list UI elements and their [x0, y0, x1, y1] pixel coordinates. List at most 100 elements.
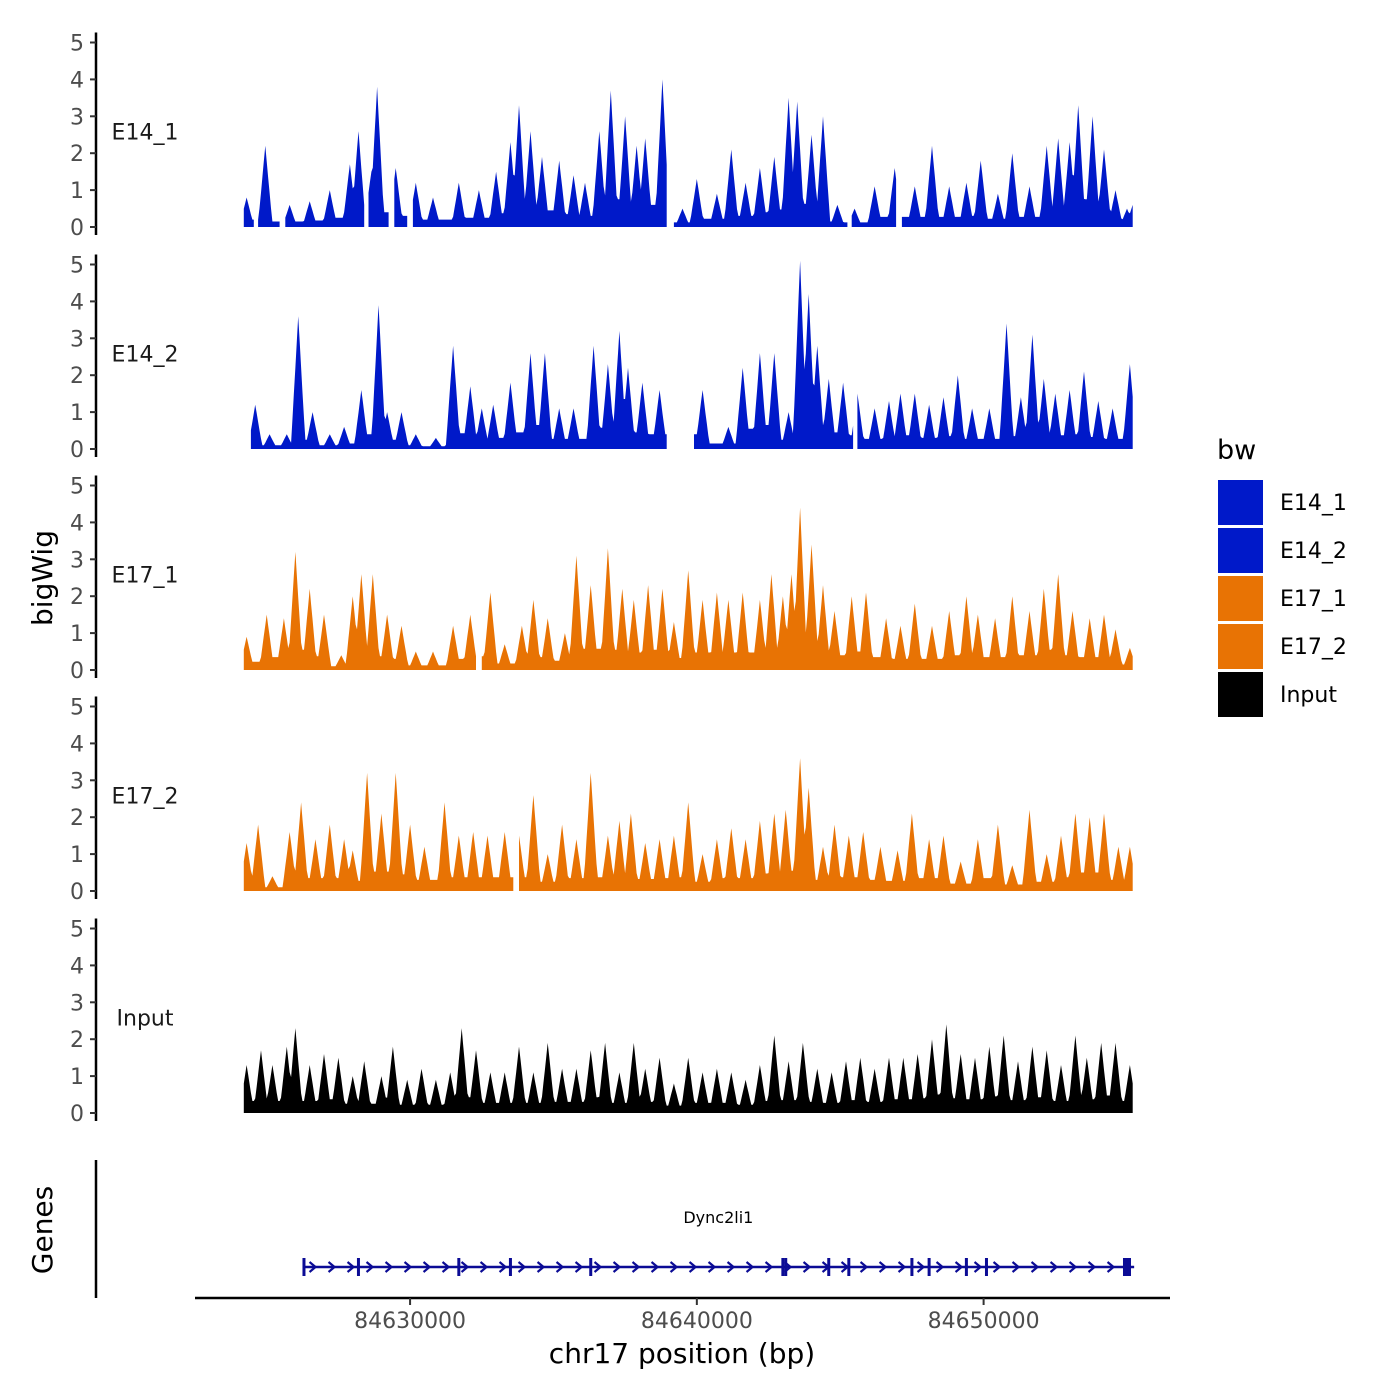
- y-tick-label: 3: [70, 769, 84, 794]
- track-E17_1: 0 1 2 3 4 5 E17_1: [70, 475, 1133, 684]
- strand-arrow: [859, 1261, 869, 1273]
- legend-label: Input: [1280, 683, 1337, 708]
- strand-arrow: [612, 1261, 622, 1273]
- y-tick-label: 5: [70, 918, 84, 943]
- legend-label: E14_1: [1280, 491, 1347, 516]
- track-Input: 0 1 2 3 4 5 Input: [70, 918, 1133, 1127]
- legend-label: E14_2: [1280, 539, 1347, 564]
- x-axis-title: chr17 position (bp): [549, 1337, 815, 1370]
- y-tick-label: 0: [70, 216, 84, 241]
- y-tick-label: 5: [70, 696, 84, 721]
- strand-arrow: [422, 1261, 432, 1273]
- strand-arrow: [498, 1261, 508, 1273]
- strand-arrow: [973, 1261, 983, 1273]
- track-E17_2: 0 1 2 3 4 5 E17_2: [70, 696, 1133, 905]
- strand-arrow: [992, 1261, 1002, 1273]
- y-tick-label: 0: [70, 438, 84, 463]
- genes-axis-title: Genes: [26, 1186, 59, 1274]
- strand-arrow: [346, 1261, 356, 1273]
- exon: [302, 1258, 306, 1276]
- strand-arrow: [669, 1261, 679, 1273]
- strand-arrow: [479, 1261, 489, 1273]
- strand-arrow: [1030, 1261, 1040, 1273]
- strand-arrow: [954, 1261, 964, 1273]
- strand-arrow: [1068, 1261, 1078, 1273]
- exon: [964, 1258, 968, 1276]
- strand-arrow: [688, 1261, 698, 1273]
- y-tick-label: 0: [70, 1102, 84, 1127]
- y-tick-label: 3: [70, 991, 84, 1016]
- strand-arrow: [555, 1261, 565, 1273]
- track-E14_2: 0 1 2 3 4 5 E14_2: [70, 254, 1133, 463]
- bigwig-tracks: 0 1 2 3 4 5 E14_1 0 1 2 3 4 5 E14_2 0 1 2 3 4 5 E17_1 0 1 2 3 4 5 E…: [70, 32, 1133, 1127]
- strand-arrow: [897, 1261, 907, 1273]
- y-tick-label: 2: [70, 1028, 84, 1053]
- strand-arrow: [517, 1261, 527, 1273]
- y-tick-label: 2: [70, 364, 84, 389]
- exon: [784, 1258, 788, 1276]
- coverage-area-E17_1: [243, 507, 1133, 670]
- y-tick-label: 1: [70, 401, 84, 426]
- exon: [847, 1258, 851, 1276]
- y-tick-label: 4: [70, 732, 84, 757]
- y-tick-label: 1: [70, 843, 84, 868]
- strand-arrow: [935, 1261, 945, 1273]
- strand-arrow: [878, 1261, 888, 1273]
- strand-arrow: [916, 1261, 926, 1273]
- strand-arrow: [726, 1261, 736, 1273]
- y-tick-label: 3: [70, 548, 84, 573]
- legend: bw E14_1 E14_2 E17_1 E17_2 Input: [1217, 435, 1347, 717]
- track-label: E17_1: [112, 563, 179, 588]
- exon: [457, 1258, 461, 1276]
- strand-arrow: [631, 1261, 641, 1273]
- y-tick-label: 0: [70, 659, 84, 684]
- legend-swatch-E14_2: [1218, 528, 1263, 573]
- y-tick-label: 5: [70, 475, 84, 500]
- y-tick-label: 5: [70, 32, 84, 57]
- y-tick-label: 2: [70, 142, 84, 167]
- x-axis: 84630000 84640000 84650000: [195, 1296, 1170, 1334]
- y-tick-label: 1: [70, 179, 84, 204]
- y-tick-label: 1: [70, 622, 84, 647]
- strand-arrow: [327, 1261, 337, 1273]
- strand-arrow: [593, 1261, 603, 1273]
- exon: [781, 1258, 785, 1276]
- y-tick-label: 0: [70, 880, 84, 905]
- exon: [927, 1258, 931, 1276]
- strand-arrow: [384, 1261, 394, 1273]
- gene-label: Dync2li1: [683, 1208, 753, 1227]
- strand-arrow: [764, 1261, 774, 1273]
- y-tick-label: 2: [70, 585, 84, 610]
- exon: [1122, 1258, 1131, 1276]
- exon: [910, 1258, 914, 1276]
- x-tick-label: 84650000: [928, 1309, 1040, 1334]
- track-label: E14_2: [112, 342, 179, 367]
- track-label: E17_2: [112, 784, 179, 809]
- strand-arrow: [403, 1261, 413, 1273]
- strand-arrow: [802, 1261, 812, 1273]
- strand-arrow: [365, 1261, 375, 1273]
- exon: [356, 1258, 360, 1276]
- coverage-area-Input: [243, 1024, 1133, 1113]
- legend-title: bw: [1217, 435, 1256, 466]
- coverage-area-E17_2: [243, 758, 1133, 891]
- strand-arrow: [1106, 1261, 1116, 1273]
- y-tick-label: 3: [70, 105, 84, 130]
- strand-arrow: [1049, 1261, 1059, 1273]
- y-tick-label: 4: [70, 954, 84, 979]
- track-label: E14_1: [112, 120, 179, 145]
- legend-swatch-E17_1: [1218, 576, 1263, 621]
- coverage-area-E14_2: [250, 260, 1133, 449]
- coverage-area-E14_1: [243, 79, 1133, 228]
- legend-swatch-Input: [1218, 672, 1263, 717]
- x-tick-label: 84640000: [641, 1309, 753, 1334]
- strand-arrow: [536, 1261, 546, 1273]
- x-tick-label: 84630000: [354, 1309, 466, 1334]
- exon: [508, 1258, 512, 1276]
- exon: [984, 1258, 988, 1276]
- track-E14_1: 0 1 2 3 4 5 E14_1: [70, 32, 1133, 241]
- y-tick-label: 2: [70, 806, 84, 831]
- gene-track: Dync2li1: [94, 1160, 1135, 1298]
- legend-label: E17_2: [1280, 635, 1347, 660]
